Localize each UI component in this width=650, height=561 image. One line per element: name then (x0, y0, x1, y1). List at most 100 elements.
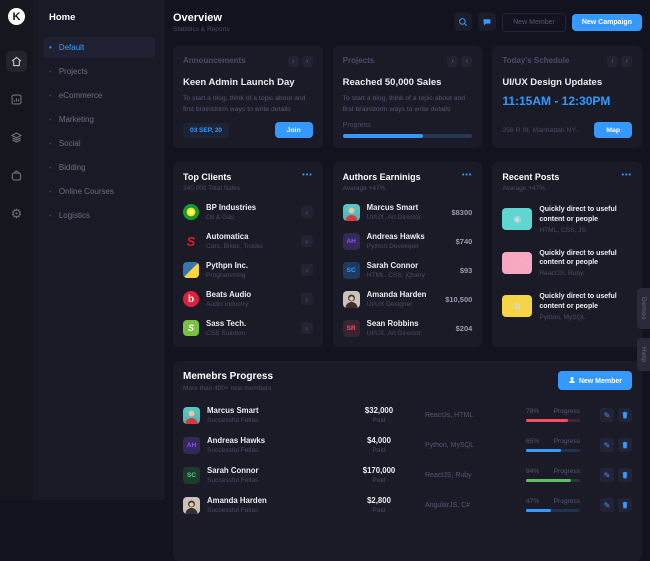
bp-logo (183, 204, 199, 220)
member-stack: ReactJs, HTML (425, 412, 520, 419)
page-title: Overview (173, 12, 230, 24)
member-paid-label: Paid (339, 447, 419, 454)
icon-rail: K ⚙ (0, 0, 33, 500)
sidebar-item-label: Projects (59, 67, 88, 76)
chevron-right-icon[interactable]: › (301, 264, 313, 276)
client-industry: Cars, Bikes, Trucks (206, 243, 294, 250)
delete-button[interactable] (618, 468, 632, 482)
rail-reports-icon[interactable] (6, 89, 27, 110)
avatar-initials: AH (343, 233, 360, 250)
post-row[interactable]: ✿ Quickly direct to useful content or pe… (502, 292, 632, 321)
post-title: Quickly direct to useful content or peop… (539, 249, 632, 269)
rail-home-icon[interactable] (6, 51, 27, 72)
next-arrow-button[interactable]: › (302, 56, 313, 67)
more-menu-button[interactable]: ••• (622, 172, 632, 179)
search-button[interactable] (454, 13, 472, 31)
member-pct: 47% (526, 498, 539, 505)
prev-arrow-button[interactable]: ‹ (447, 56, 458, 67)
sidebar-item-projects[interactable]: • Projects (43, 61, 155, 82)
member-status: Successful Fellas (207, 417, 259, 424)
member-pct: 65% (526, 438, 539, 445)
card-subtitle: More than 400+ new members (183, 385, 273, 392)
author-role: UI/UX Designer (367, 301, 439, 308)
post-row[interactable]: ♡ Quickly direct to useful content or pe… (502, 249, 632, 278)
post-row[interactable]: ◉ Quickly direct to useful content or pe… (502, 205, 632, 234)
chevron-right-icon[interactable]: › (301, 206, 313, 218)
post-thumbnail: ♡ (502, 252, 532, 274)
app-logo[interactable]: K (8, 8, 25, 25)
sidebar-item-marketing[interactable]: • Marketing (43, 109, 155, 130)
join-button[interactable]: Join (275, 122, 313, 138)
new-campaign-button[interactable]: New Campaign (572, 14, 642, 31)
prev-arrow-button[interactable]: ‹ (607, 56, 618, 67)
edit-button[interactable]: ✎ (600, 498, 614, 512)
page-header: Overview Statistics & Reports New Member… (173, 8, 642, 36)
more-menu-button[interactable]: ••• (462, 172, 472, 179)
members-progress-card: Memebrs Progress More than 400+ new memb… (173, 361, 642, 561)
delete-button[interactable] (618, 438, 632, 452)
chat-button[interactable] (478, 13, 496, 31)
member-pct: 78% (526, 408, 539, 415)
member-pct: 84% (526, 468, 539, 475)
edit-button[interactable]: ✎ (600, 438, 614, 452)
pencil-icon: ✎ (604, 501, 611, 510)
sidebar-item-logistics[interactable]: • Logistics (43, 205, 155, 226)
rail-layers-icon[interactable] (6, 127, 27, 148)
chevron-right-icon[interactable]: › (301, 293, 313, 305)
edit-button[interactable]: ✎ (600, 408, 614, 422)
rail-shop-icon[interactable] (6, 165, 27, 186)
member-progress-fill (526, 419, 568, 422)
rail-settings-icon[interactable]: ⚙ (6, 203, 27, 224)
menu-header: Home (43, 12, 155, 23)
avatar-photo (343, 204, 360, 221)
demos-edge-tab[interactable]: Demos (637, 288, 650, 329)
member-progress-bar (526, 509, 580, 512)
avatar-photo (183, 407, 200, 424)
more-menu-button[interactable]: ••• (302, 172, 312, 179)
sidebar-item-bidding[interactable]: • Bidding (43, 157, 155, 178)
member-amount: $170,000 (339, 466, 419, 475)
chevron-right-icon[interactable]: › (301, 322, 313, 334)
sidebar-item-label: Logistics (59, 211, 90, 220)
author-role: HTML, CSS. jQuery (367, 272, 453, 279)
projects-card: Projects ‹ › Reached 50,000 Sales To sta… (333, 46, 483, 148)
sidebar-item-online-courses[interactable]: • Online Courses (43, 181, 155, 202)
author-name: Amanda Harden (367, 290, 439, 299)
chevron-right-icon[interactable]: › (301, 235, 313, 247)
client-row: Pythpn Inc. Programming › (183, 261, 313, 279)
card-subtitle: Avarage +47% (343, 185, 421, 192)
member-paid-label: Paid (339, 477, 419, 484)
next-arrow-button[interactable]: › (461, 56, 472, 67)
sidebar-item-ecommerce[interactable]: • eCommerce (43, 85, 155, 106)
delete-button[interactable] (618, 408, 632, 422)
announcements-card: Announcements ‹ › Keen Admin Launch Day … (173, 46, 323, 148)
new-member-button[interactable]: New Member (558, 371, 632, 390)
next-arrow-button[interactable]: › (621, 56, 632, 67)
help-edge-tab[interactable]: Help (637, 338, 650, 371)
sidebar-item-social[interactable]: • Social (43, 133, 155, 154)
prev-arrow-button[interactable]: ‹ (288, 56, 299, 67)
person-icon (343, 204, 360, 221)
person-icon (183, 497, 200, 514)
card-title: Authors Earninigs (343, 172, 421, 182)
card-subtitle: 240,000 Total Sales (183, 185, 240, 192)
member-stack: AngularJS, C# (425, 502, 520, 509)
map-button[interactable]: Map (594, 122, 632, 138)
new-member-button[interactable]: New Member (502, 13, 566, 32)
delete-button[interactable] (618, 498, 632, 512)
edit-button[interactable]: ✎ (600, 468, 614, 482)
announcement-body: To start a blog, think of a topic about … (183, 94, 313, 115)
member-amount: $2,800 (339, 496, 419, 505)
sidebar-item-default[interactable]: • Default (43, 37, 155, 58)
person-icon (343, 291, 360, 308)
sidebar-item-label: Social (59, 139, 81, 148)
pencil-icon: ✎ (604, 411, 611, 420)
client-row: BP Industries Oil & Gas › (183, 203, 313, 221)
page-subtitle: Statistics & Reports (173, 26, 230, 33)
member-row: Amanda Harden Successful Fellas $2,800 P… (183, 490, 632, 520)
card-title: Top Clients (183, 172, 240, 182)
post-title: Quickly direct to useful content or peop… (539, 292, 632, 312)
chart-icon (10, 93, 23, 106)
author-role: UI/UX, Art Director (367, 214, 445, 221)
client-name: Automatica (206, 232, 294, 241)
